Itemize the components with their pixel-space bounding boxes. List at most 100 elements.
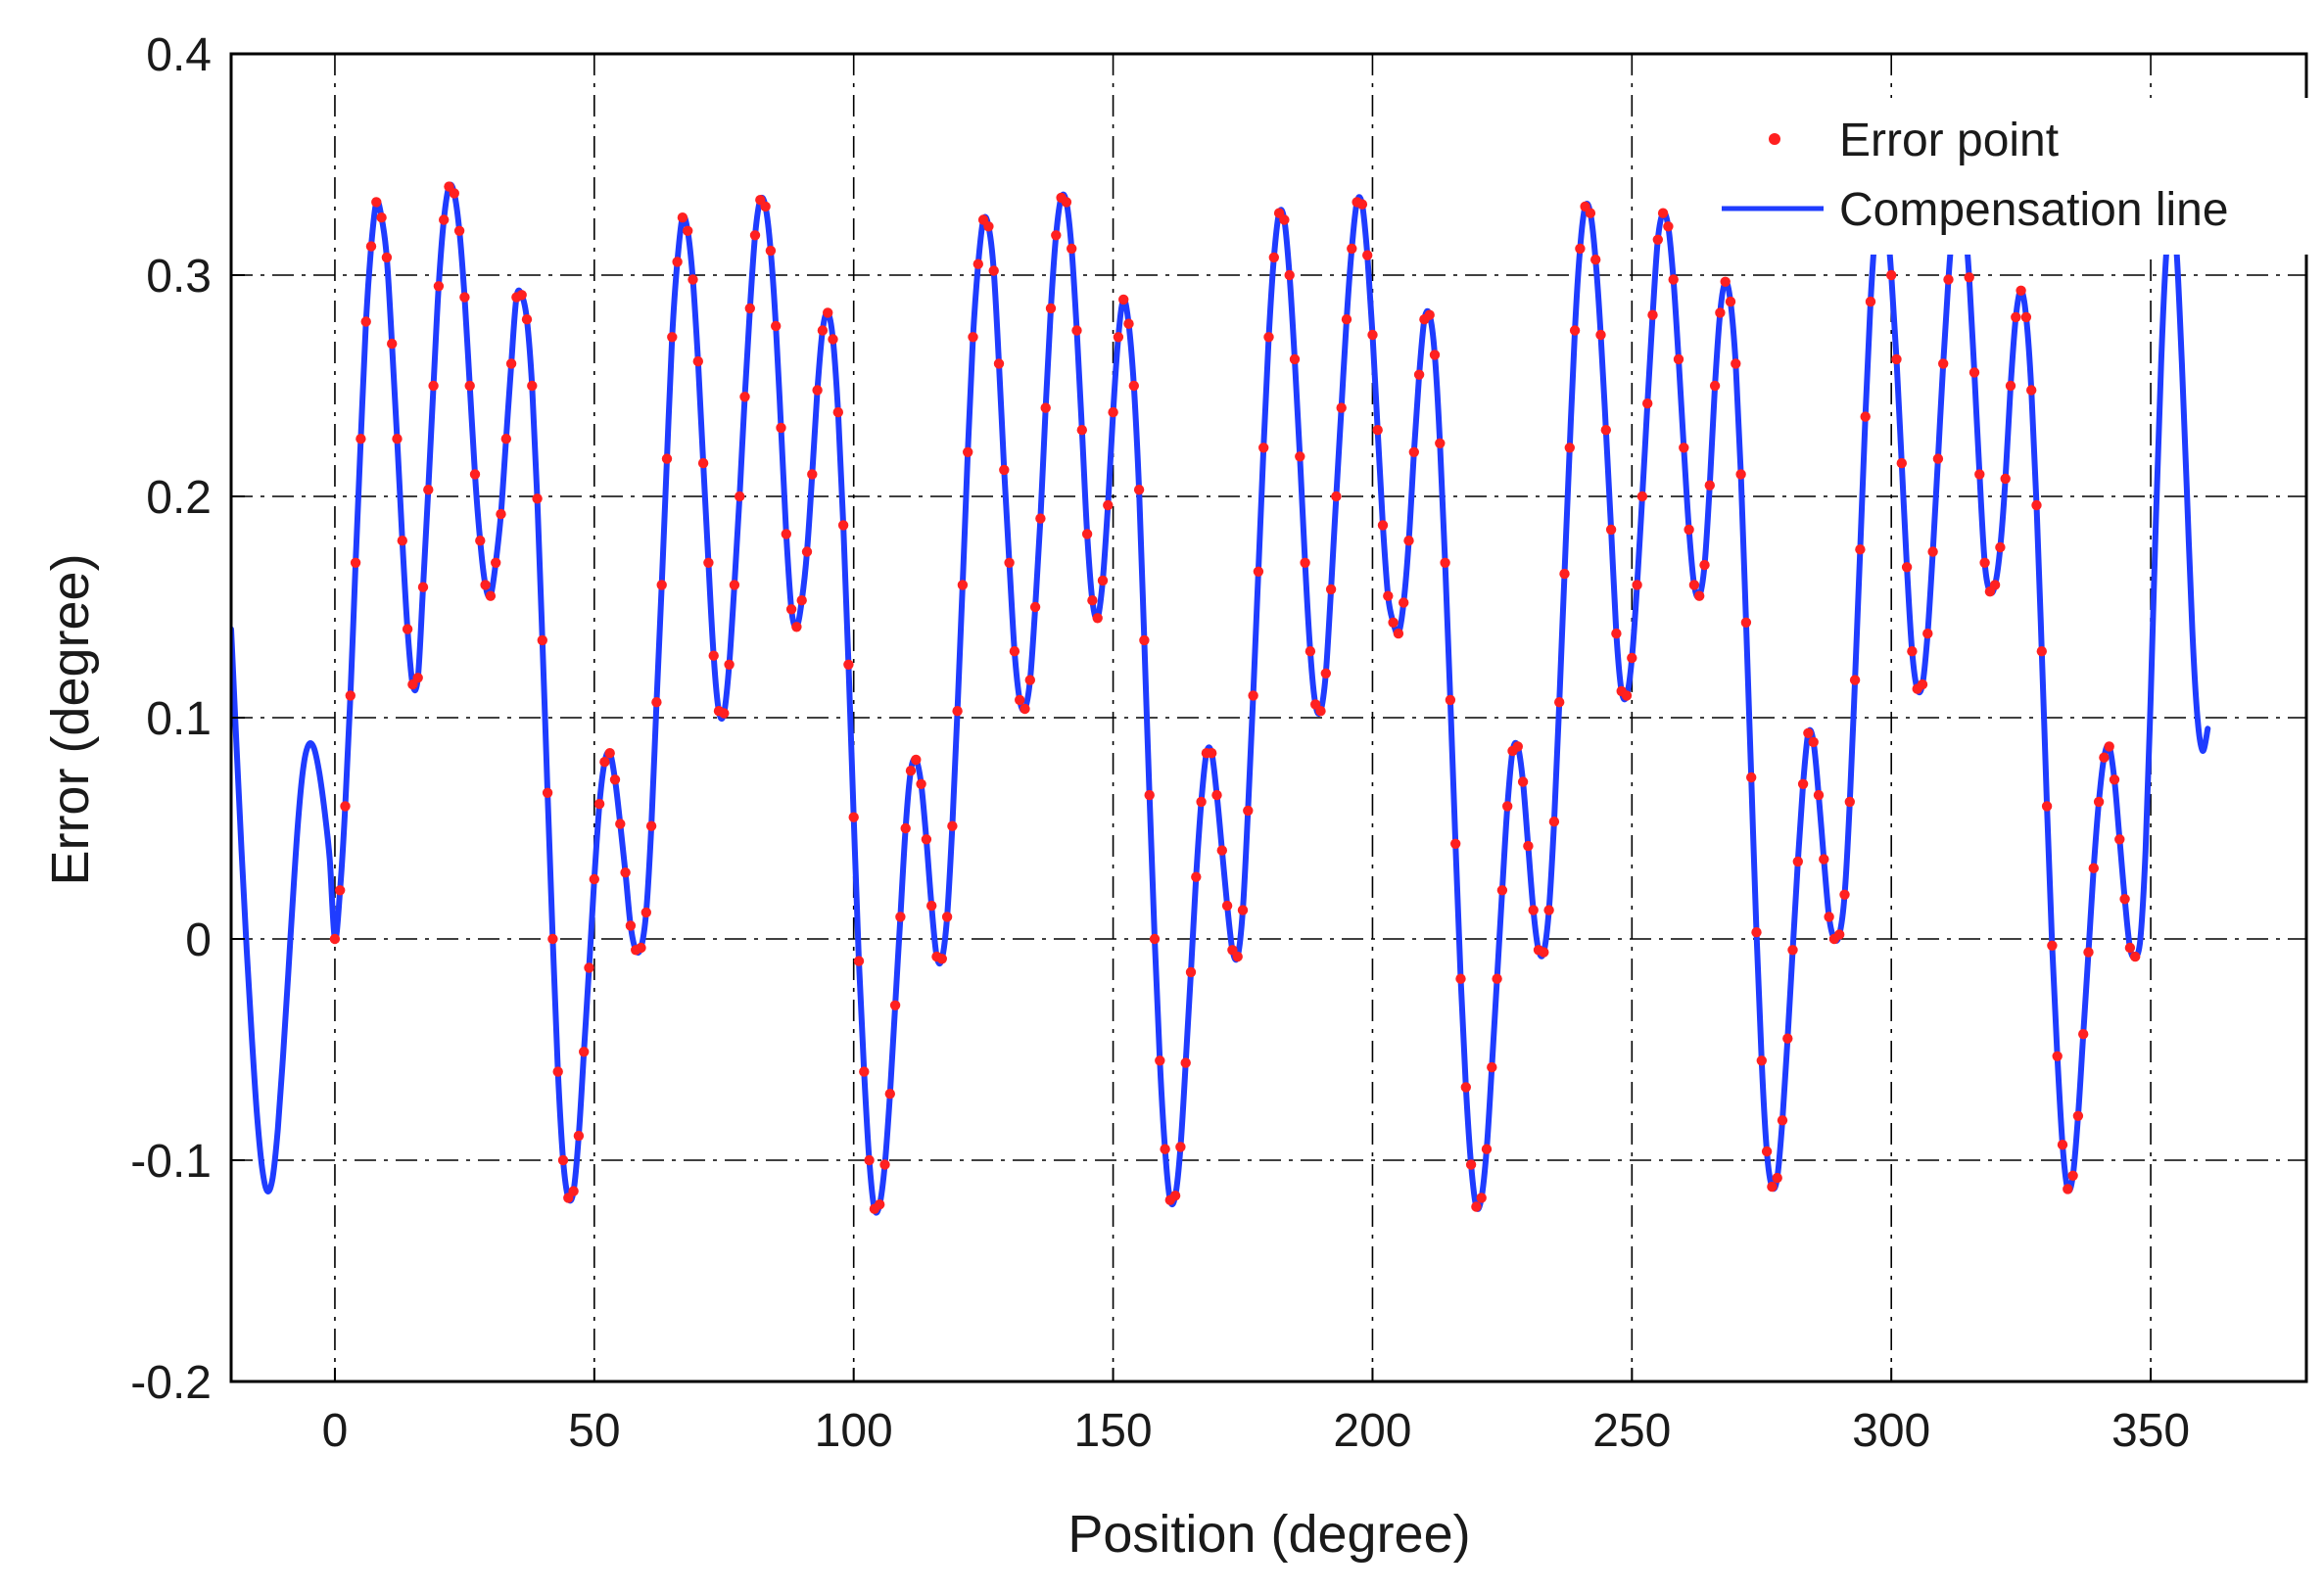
- error-point: [469, 469, 481, 480]
- error-point: [1679, 443, 1689, 453]
- error-point: [505, 358, 517, 369]
- error-point: [692, 355, 703, 367]
- error-point: [1886, 269, 1897, 281]
- error-point: [1253, 566, 1264, 577]
- y-tick-labels: -0.2 -0.1 0 0.1 0.2 0.3 0.4: [130, 29, 212, 1409]
- error-point: [2099, 752, 2110, 763]
- error-point: [791, 622, 802, 632]
- error-point: [636, 942, 646, 954]
- error-point: [1777, 1115, 1788, 1126]
- error-point: [1248, 690, 1258, 701]
- error-point: [1429, 350, 1441, 360]
- error-point: [1362, 250, 1373, 260]
- error-point: [812, 385, 823, 396]
- error-point: [1009, 646, 1020, 657]
- error-point: [848, 812, 859, 822]
- error-point: [1657, 208, 1669, 218]
- error-point: [1175, 1142, 1186, 1152]
- error-point: [1284, 269, 1295, 281]
- error-point: [963, 446, 973, 457]
- error-point: [1569, 325, 1581, 336]
- error-point: [729, 580, 740, 590]
- error-point: [1320, 668, 1332, 679]
- error-point: [1605, 524, 1617, 536]
- error-point: [1081, 529, 1093, 539]
- error-point: [329, 933, 341, 945]
- error-point: [895, 912, 906, 922]
- error-point: [1636, 491, 1648, 502]
- error-point: [500, 434, 511, 445]
- error-point: [1388, 617, 1399, 628]
- error-point: [823, 307, 833, 318]
- error-point: [1097, 575, 1109, 586]
- error-point: [376, 212, 387, 223]
- error-point: [677, 212, 688, 223]
- error-point: [1792, 856, 1804, 867]
- error-point: [1751, 927, 1762, 938]
- error-point: [656, 580, 667, 590]
- error-point: [1725, 296, 1736, 307]
- error-point: [952, 706, 963, 717]
- error-point: [1123, 318, 1134, 329]
- grid: [231, 54, 2306, 1381]
- error-point: [387, 338, 398, 350]
- x-tick-label: 100: [815, 1405, 893, 1457]
- error-point: [340, 801, 351, 812]
- error-point: [1211, 789, 1222, 801]
- error-point: [1020, 703, 1030, 715]
- error-point: [1196, 796, 1207, 808]
- error-point: [1024, 675, 1036, 685]
- error-point: [1632, 580, 1642, 590]
- x-tick-label: 200: [1333, 1405, 1411, 1457]
- error-point: [697, 457, 709, 469]
- error-point: [661, 453, 673, 464]
- error-point: [2031, 499, 2042, 511]
- error-point: [1465, 1159, 1477, 1170]
- error-point: [599, 757, 610, 768]
- error-point: [480, 580, 491, 590]
- error-point: [1076, 425, 1088, 436]
- error-point: [1492, 973, 1502, 984]
- error-point: [760, 201, 771, 212]
- error-point: [1543, 905, 1554, 915]
- error-point: [900, 822, 911, 834]
- error-point: [1715, 307, 1726, 318]
- error-point: [781, 529, 791, 539]
- error-point: [356, 434, 366, 445]
- error-point: [1554, 697, 1565, 708]
- error-point: [464, 380, 475, 392]
- error-point: [584, 962, 594, 973]
- error-point: [1035, 513, 1046, 524]
- error-point: [625, 920, 637, 931]
- error-point: [1901, 562, 1913, 573]
- y-tick-label: 0.2: [146, 472, 212, 524]
- error-point: [527, 380, 538, 392]
- error-point: [2016, 285, 2026, 296]
- error-point: [1185, 966, 1197, 978]
- error-point: [365, 241, 377, 252]
- error-point: [1735, 469, 1746, 480]
- error-point: [1652, 234, 1664, 245]
- error-point: [1824, 912, 1834, 922]
- error-point: [2063, 1184, 2073, 1194]
- error-point: [1341, 314, 1352, 325]
- error-point: [1611, 628, 1622, 639]
- error-point: [796, 595, 807, 606]
- error-point: [1684, 524, 1694, 536]
- error-point: [1113, 332, 1124, 343]
- error-point: [1896, 457, 1908, 469]
- error-point: [667, 332, 678, 343]
- error-point: [1440, 557, 1450, 568]
- error-point: [1207, 748, 1217, 759]
- error-point: [1399, 597, 1409, 608]
- error-point: [1968, 367, 1980, 378]
- error-point: [859, 1066, 870, 1077]
- error-point: [350, 557, 361, 568]
- error-point: [889, 1000, 901, 1010]
- error-point: [1128, 380, 1140, 392]
- error-point: [1367, 329, 1378, 341]
- error-point: [1004, 557, 1015, 568]
- error-point: [875, 1199, 885, 1210]
- error-point: [2047, 940, 2058, 951]
